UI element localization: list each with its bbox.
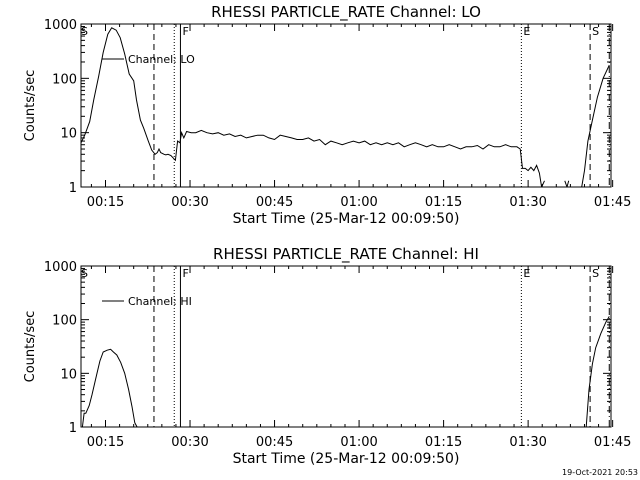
chart-1-ytick-label: 1000 — [44, 260, 77, 275]
panel-hi: RHESSI PARTICLE_RATE Channel: HI 00:15 00:… — [23, 245, 631, 467]
chart-0-ytick-label: 100 — [52, 72, 77, 87]
chart-0-xlabel: Start Time (25-Mar-12 00:09:50) — [233, 211, 460, 227]
chart-1-series-line — [585, 316, 610, 427]
chart-0-series-line — [81, 27, 545, 187]
chart-0-ytick-label: 1000 — [44, 18, 77, 33]
chart-1-xlabel: Start Time (25-Mar-12 00:09:50) — [233, 451, 460, 467]
chart-0-legend-label: Channel: LO — [128, 53, 195, 66]
chart-0-series-line — [581, 64, 610, 187]
chart-0-xtick-label: 00:30 — [171, 195, 208, 210]
chart-0-xtick-label: 01:30 — [509, 195, 546, 210]
chart-0-xtick-label: 01:00 — [340, 195, 377, 210]
chart-1-xtick-label: 00:30 — [171, 435, 208, 450]
chart-0-title: RHESSI PARTICLE_RATE Channel: LO — [211, 3, 481, 22]
chart-1-xtick-label: 00:45 — [256, 435, 293, 450]
chart-0-series-line — [564, 180, 570, 187]
chart-1-axis-box — [80, 265, 612, 428]
chart-1-xtick-label: 01:15 — [425, 435, 462, 450]
chart-1-xtick-label: 01:45 — [594, 435, 631, 450]
chart-1-marker-label: F — [182, 267, 188, 280]
chart-1-xtick-label: 00:15 — [87, 435, 124, 450]
chart-0-ylabel: Counts/sec — [23, 70, 38, 142]
chart-1-marker-label: S — [592, 267, 599, 280]
chart-1-legend-label: Channel: HI — [128, 295, 192, 308]
chart-1-series-line — [81, 348, 138, 427]
chart-0-xtick-label: 01:45 — [594, 195, 631, 210]
chart-1-marker-label: E — [523, 267, 530, 280]
chart-1-ytick-label: 100 — [52, 314, 77, 329]
chart-0-xtick-label: 00:45 — [256, 195, 293, 210]
chart-0-axis-box — [80, 23, 612, 188]
timestamp: 19-Oct-2021 20:53 — [562, 468, 638, 477]
chart-1-ylabel: Counts/sec — [23, 311, 38, 383]
chart-0-marker-label: E — [523, 25, 530, 38]
chart-1-ytick-label: 10 — [60, 367, 77, 382]
chart-1-title: RHESSI PARTICLE_RATE Channel: HI — [213, 245, 479, 264]
chart-0-ytick-label: 1 — [69, 181, 77, 196]
chart-1-ytick-label: 1 — [69, 421, 77, 436]
chart-1-xtick-label: 01:00 — [340, 435, 377, 450]
chart-0-marker-label: F — [182, 25, 188, 38]
chart-1-xtick-label: 01:30 — [509, 435, 546, 450]
chart-0-marker-label: S — [81, 25, 88, 38]
chart-0-xtick-label: 00:15 — [87, 195, 124, 210]
chart-0-xtick-label: 01:15 — [425, 195, 462, 210]
chart-0-ytick-label: 10 — [60, 127, 77, 142]
chart-1-marker-label: S — [81, 267, 88, 280]
chart-0-marker-label: S — [592, 25, 599, 38]
panel-lo: RHESSI PARTICLE_RATE Channel: LO 00:15 00:… — [23, 3, 631, 227]
